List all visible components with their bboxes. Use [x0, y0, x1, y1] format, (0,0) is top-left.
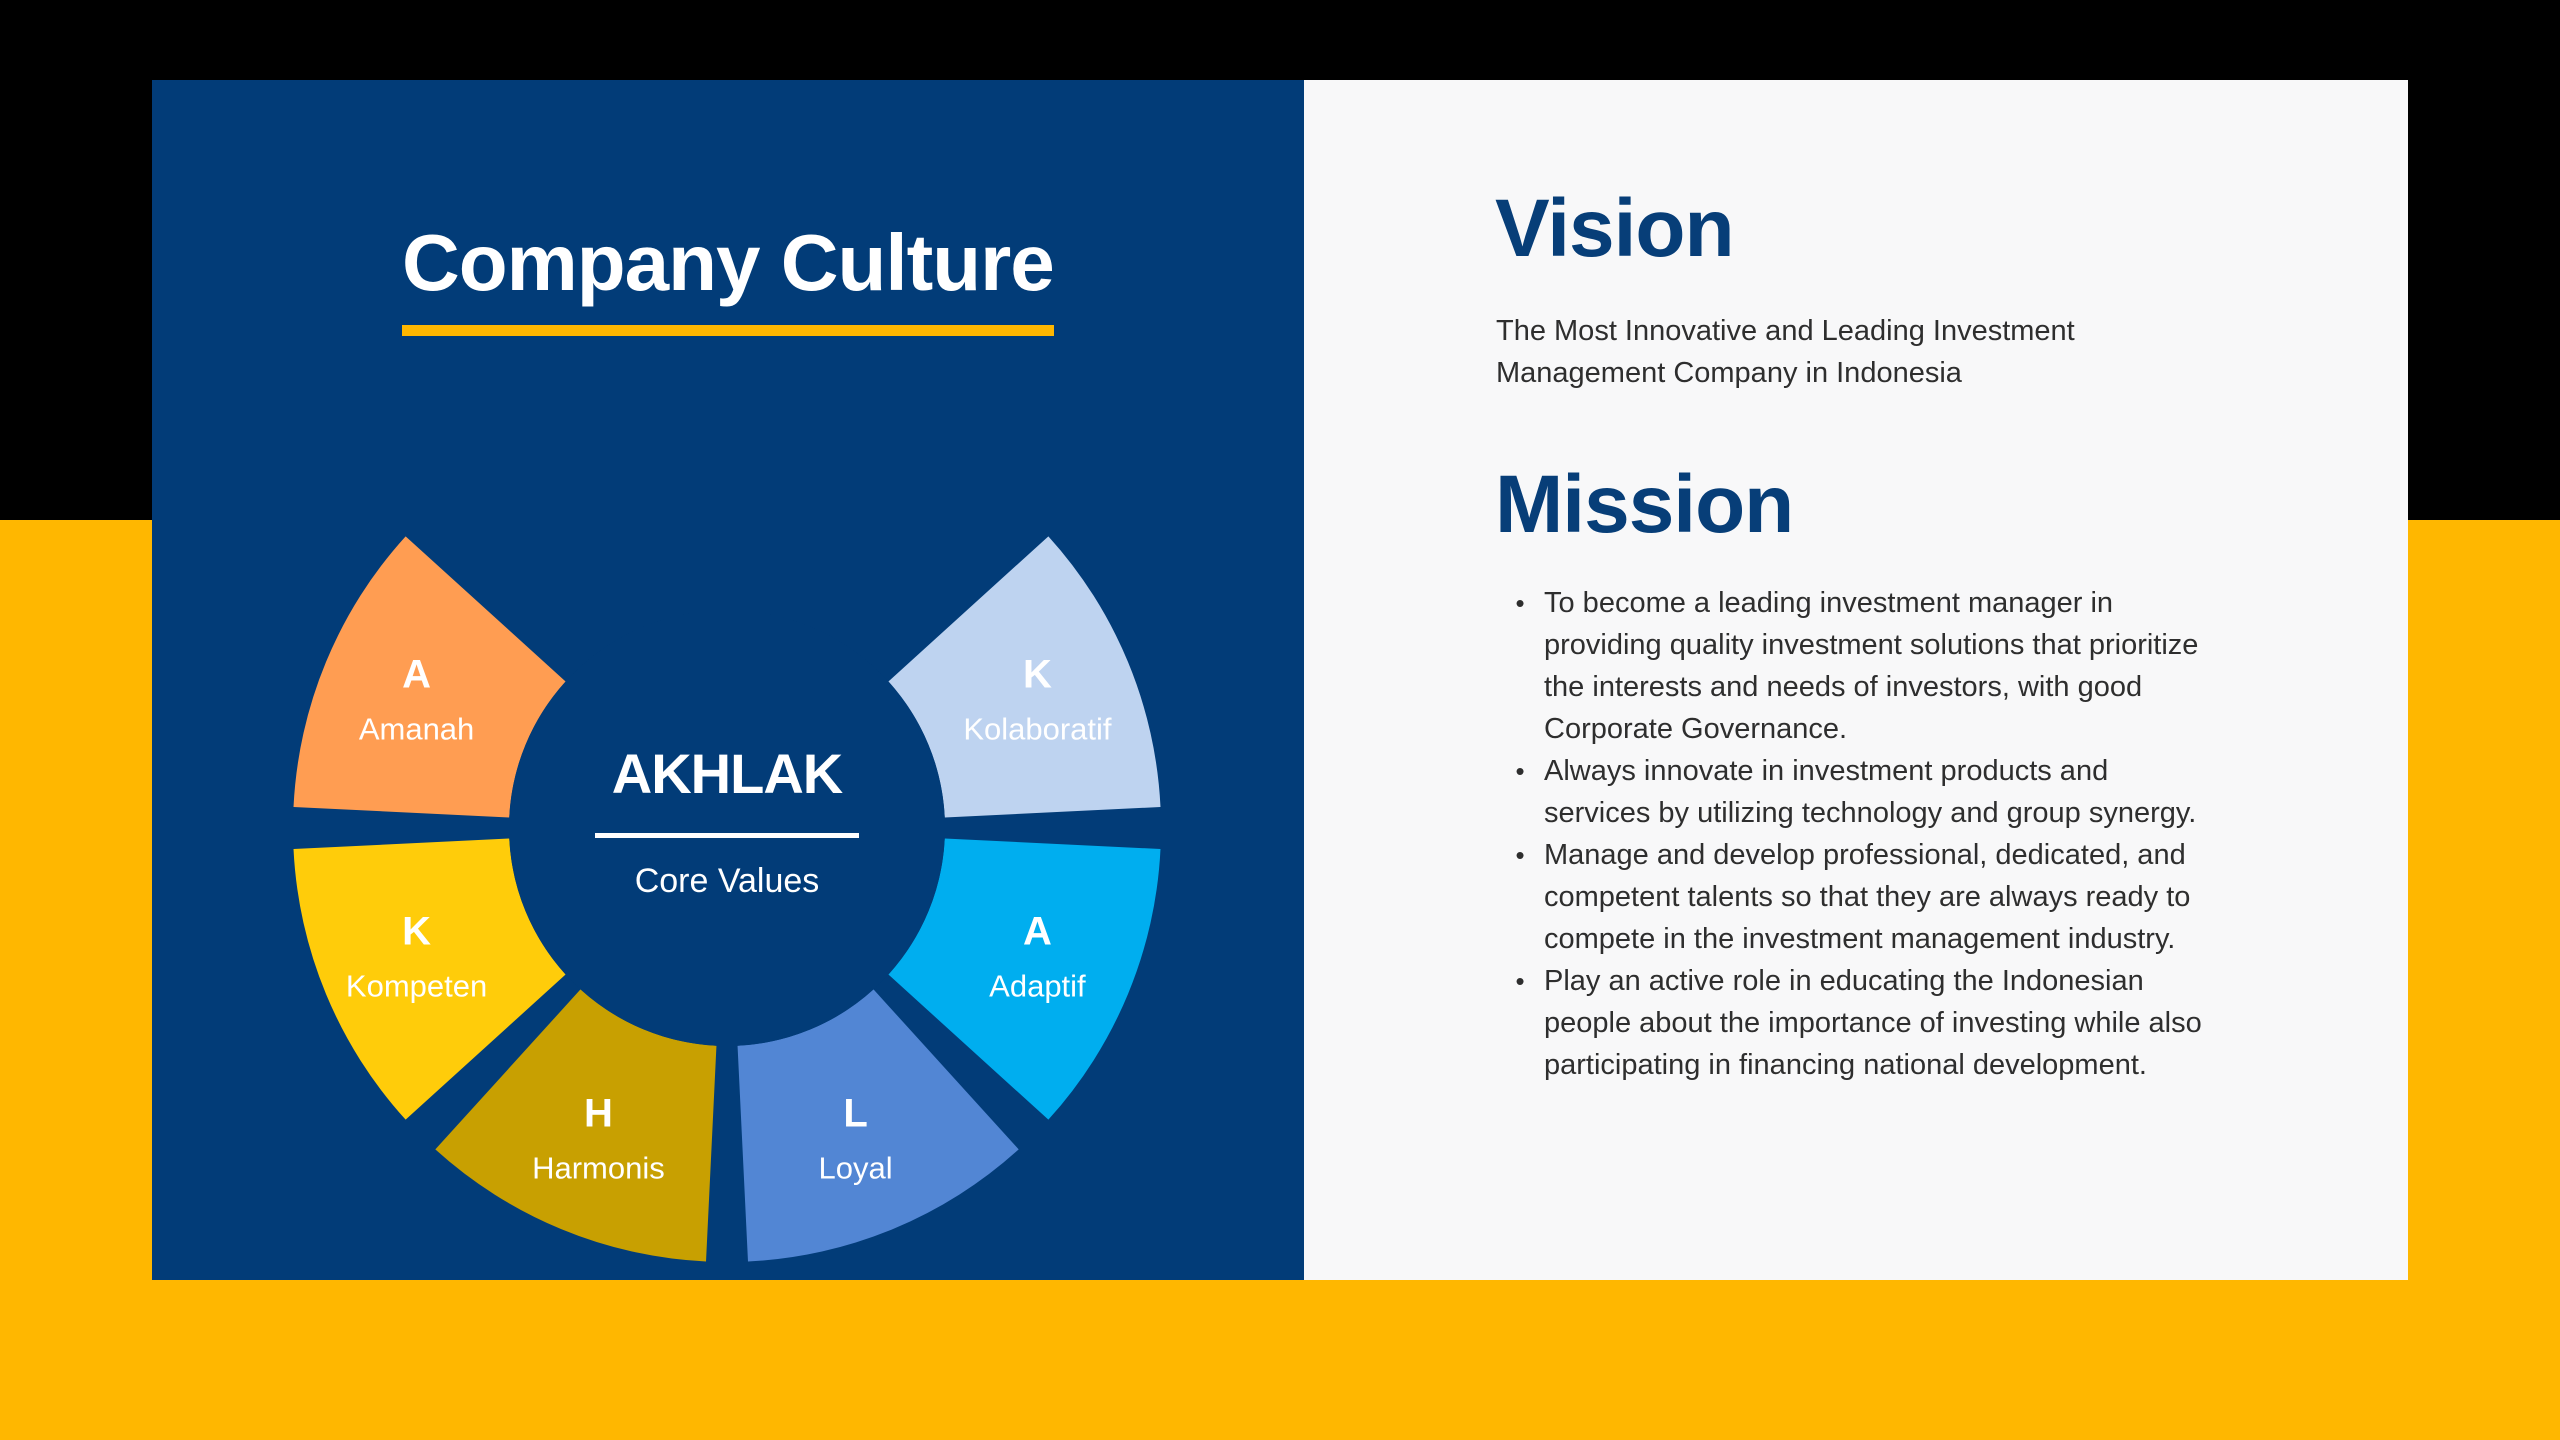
- mission-item: • Always innovate in investment products…: [1496, 750, 2216, 834]
- mission-item-text: To become a leading investment manager i…: [1544, 587, 2199, 745]
- segment-letter: A: [1023, 910, 1052, 954]
- segment-amanah: [293, 536, 566, 818]
- segment-adaptif: [888, 838, 1161, 1120]
- underline-bar: [402, 325, 1054, 336]
- segment-label: Loyal: [819, 1150, 893, 1185]
- bullet-icon: •: [1515, 756, 1525, 786]
- segment-label: Kompeten: [346, 969, 487, 1004]
- segment-letter: K: [402, 910, 431, 954]
- center-title: AKHLAK: [612, 742, 843, 805]
- center-subtitle: Core Values: [635, 862, 820, 900]
- segment-letter: H: [584, 1091, 613, 1135]
- mission-item: • To become a leading investment manager…: [1496, 582, 2216, 750]
- bullet-icon: •: [1515, 588, 1525, 618]
- vision-statement: The Most Innovative and Leading Investme…: [1496, 315, 2075, 389]
- segment-label: Harmonis: [532, 1150, 665, 1185]
- segment-label: Adaptif: [989, 969, 1086, 1004]
- segment-letter: L: [843, 1091, 867, 1135]
- culture-panel: Company Culture AKHLAK Core Values A Aman…: [152, 80, 1304, 1280]
- mission-item-text: Play an active role in educating the Ind…: [1544, 965, 2202, 1081]
- segment-kolaboratif: [888, 536, 1161, 818]
- bullet-icon: •: [1515, 966, 1525, 996]
- segment-loyal: [737, 989, 1019, 1262]
- mission-list: • To become a leading investment manager…: [1496, 582, 2216, 1086]
- mission-item-text: Manage and develop professional, dedicat…: [1544, 839, 2191, 955]
- vision-mission-panel: Vision The Most Innovative and Leading I…: [1304, 80, 2408, 1280]
- bullet-icon: •: [1515, 840, 1525, 870]
- segment-label: Amanah: [359, 711, 474, 746]
- culture-title: Company Culture: [402, 218, 1055, 307]
- center-divider: [595, 833, 859, 838]
- center-hub: [509, 610, 945, 1046]
- vision-title: Vision: [1495, 183, 1735, 274]
- segment-harmonis: [435, 989, 717, 1262]
- mission-item: • Play an active role in educating the I…: [1496, 960, 2216, 1086]
- segment-letter: K: [1023, 652, 1052, 696]
- culture-title-underline: [402, 325, 1054, 336]
- mission-title: Mission: [1495, 459, 1794, 550]
- mission-item: • Manage and develop professional, dedic…: [1496, 834, 2216, 960]
- segment-letter: A: [402, 652, 431, 696]
- akhlak-wheel: AKHLAK Core Values A Amanah K Kompeten H Harm…: [293, 536, 1161, 1262]
- segment-label: Kolaboratif: [963, 711, 1112, 746]
- mission-item-text: Always innovate in investment products a…: [1544, 755, 2197, 829]
- segment-kompeten: [293, 838, 566, 1120]
